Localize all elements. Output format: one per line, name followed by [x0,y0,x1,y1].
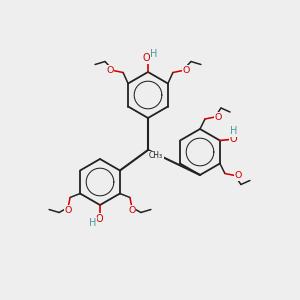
Text: H: H [89,218,97,228]
Text: O: O [128,206,136,215]
Text: H: H [150,49,158,59]
Text: O: O [95,214,103,224]
Text: O: O [106,66,114,75]
Text: O: O [182,66,190,75]
Text: O: O [214,112,222,122]
Text: O: O [229,134,237,143]
Text: O: O [142,53,150,63]
Text: CH₃: CH₃ [149,152,163,160]
Text: O: O [64,206,72,215]
Text: H: H [230,127,238,136]
Text: O: O [234,171,242,180]
